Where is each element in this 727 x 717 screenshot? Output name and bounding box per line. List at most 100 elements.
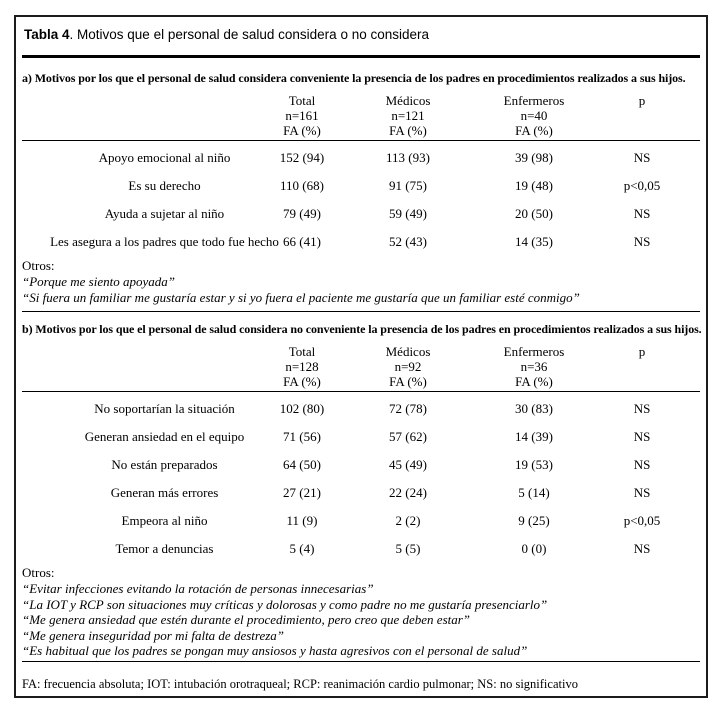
table-row: Empeora al niño 11 (9) 2 (2) 9 (25) p<0,…: [22, 504, 700, 532]
otros-label: Otros:: [22, 565, 55, 580]
quote: “Me genera inseguridad por mi falta de d…: [22, 627, 285, 643]
cell-total: 27 (21): [283, 485, 321, 500]
table-row: No soportarían la situación 102 (80) 72 …: [22, 392, 700, 420]
cell-enfermeros: 30 (83): [515, 401, 553, 416]
cell-total: 110 (68): [280, 178, 324, 193]
cell-medicos: 5 (5): [395, 541, 421, 556]
cell-p: NS: [633, 234, 651, 249]
table-number: Tabla 4: [24, 27, 70, 42]
cell-total: 64 (50): [283, 457, 321, 472]
column-header-line: Enfermeros: [503, 93, 565, 108]
row-label: Ayuda a sujetar al niño: [104, 206, 225, 221]
column-header-line: n=40: [520, 108, 548, 123]
cell-medicos: 59 (49): [389, 206, 427, 221]
cell-medicos: 113 (93): [386, 150, 430, 165]
column-header-line: n=92: [394, 359, 422, 374]
cell-enfermeros: 5 (14): [518, 485, 550, 500]
quote: “Es habitual que los padres se pongan mu…: [22, 643, 528, 658]
quote: “Porque me siento apoyada”: [22, 274, 175, 289]
footnote: FA: frecuencia absoluta; IOT: intubación…: [22, 676, 578, 691]
row-label: Temor a denuncias: [115, 541, 214, 556]
cell-medicos: 45 (49): [389, 457, 427, 472]
title-divider: [22, 55, 700, 58]
cell-enfermeros: 14 (35): [515, 234, 553, 249]
header-divider: [22, 140, 700, 141]
column-header-line: FA (%): [389, 374, 427, 389]
column-header-enfermeros: Enfermeros n=40 FA (%): [484, 93, 584, 138]
cell-p: NS: [633, 150, 651, 165]
cell-enfermeros: 20 (50): [515, 206, 553, 221]
column-header-line: n=161: [285, 108, 319, 123]
cell-p: NS: [633, 401, 651, 416]
cell-p: NS: [633, 206, 651, 221]
table-row: Les asegura a los padres que todo fue he…: [22, 225, 700, 253]
row-label: Generan más errores: [110, 485, 219, 500]
section-a-heading: a) Motivos por los que el personal de sa…: [22, 71, 686, 85]
column-header-medicos: Médicos n=92 FA (%): [358, 344, 458, 389]
section-b-body: No soportarían la situación 102 (80) 72 …: [22, 392, 700, 560]
cell-total: 102 (80): [279, 401, 325, 416]
quote: “Me genera ansiedad que estén durante el…: [22, 612, 471, 627]
table-row: Ayuda a sujetar al niño 79 (49) 59 (49) …: [22, 197, 700, 225]
table-title: Tabla 4. Motivos que el personal de salu…: [24, 27, 698, 42]
cell-p: NS: [633, 457, 651, 472]
column-header-medicos: Médicos n=121 FA (%): [358, 93, 458, 138]
cell-medicos: 57 (62): [389, 429, 427, 444]
column-header-line: n=121: [391, 108, 425, 123]
cell-medicos: 72 (78): [389, 401, 427, 416]
cell-medicos: 2 (2): [395, 513, 421, 528]
table-title-text: . Motivos que el personal de salud consi…: [69, 27, 430, 42]
column-header-line: n=128: [285, 359, 319, 374]
row-label: No están preparados: [111, 457, 218, 472]
cell-p: NS: [633, 485, 651, 500]
cell-medicos: 22 (24): [389, 485, 427, 500]
section-b-heading: b) Motivos por los que el personal de sa…: [22, 322, 702, 336]
table-row: Apoyo emocional al niño 152 (94) 113 (93…: [22, 141, 700, 169]
row-label: Empeora al niño: [121, 513, 208, 528]
cell-total: 66 (41): [283, 234, 321, 249]
quote: “La IOT y RCP son situaciones muy crític…: [22, 596, 548, 612]
column-header-line: Médicos: [385, 93, 431, 108]
column-header-enfermeros: Enfermeros n=36 FA (%): [484, 344, 584, 389]
cell-enfermeros: 9 (25): [518, 513, 550, 528]
section-a-body: Apoyo emocional al niño 152 (94) 113 (93…: [22, 141, 700, 253]
column-header-line: Total: [288, 344, 316, 359]
row-label: Apoyo emocional al niño: [98, 150, 231, 165]
column-header-line: Total: [288, 93, 316, 108]
cell-enfermeros: 39 (98): [515, 150, 553, 165]
cell-p: NS: [633, 429, 651, 444]
column-header-line: Médicos: [385, 344, 431, 359]
column-header-line: n=36: [520, 359, 548, 374]
row-label: No soportarían la situación: [94, 401, 235, 416]
column-header-line: FA (%): [283, 374, 321, 389]
column-header-p: p: [638, 344, 646, 359]
otros-label: Otros:: [22, 258, 55, 273]
cell-p: p<0,05: [623, 513, 661, 528]
row-label: Es su derecho: [128, 178, 201, 193]
column-header-line: FA (%): [515, 374, 553, 389]
cell-p: p<0,05: [623, 178, 661, 193]
column-header-line: FA (%): [389, 123, 427, 138]
cell-enfermeros: 0 (0): [521, 541, 547, 556]
cell-total: 5 (4): [289, 541, 315, 556]
cell-medicos: 52 (43): [389, 234, 427, 249]
header-divider: [22, 391, 700, 392]
column-header-line: Enfermeros: [503, 344, 565, 359]
table-4-panel: Tabla 4. Motivos que el personal de salu…: [14, 15, 708, 698]
quote: “Evitar infecciones evitando la rotación…: [22, 581, 374, 596]
column-header-total: Total n=128 FA (%): [252, 344, 352, 389]
cell-total: 79 (49): [283, 206, 321, 221]
table-row: Es su derecho 110 (68) 91 (75) 19 (48) p…: [22, 169, 700, 197]
section-b-column-headers: Total n=128 FA (%) Médicos n=92 FA (%) E…: [22, 344, 700, 391]
column-header-total: Total n=161 FA (%): [252, 93, 352, 138]
cell-enfermeros: 14 (39): [515, 429, 553, 444]
cell-enfermeros: 19 (53): [515, 457, 553, 472]
section-a-column-headers: Total n=161 FA (%) Médicos n=121 FA (%) …: [22, 93, 700, 140]
cell-total: 11 (9): [286, 513, 318, 528]
cell-enfermeros: 19 (48): [515, 178, 553, 193]
cell-medicos: 91 (75): [389, 178, 427, 193]
row-label: Les asegura a los padres que todo fue he…: [50, 234, 279, 249]
cell-total: 71 (56): [283, 429, 321, 444]
cell-total: 152 (94): [279, 150, 325, 165]
table-row: Generan ansiedad en el equipo 71 (56) 57…: [22, 420, 700, 448]
